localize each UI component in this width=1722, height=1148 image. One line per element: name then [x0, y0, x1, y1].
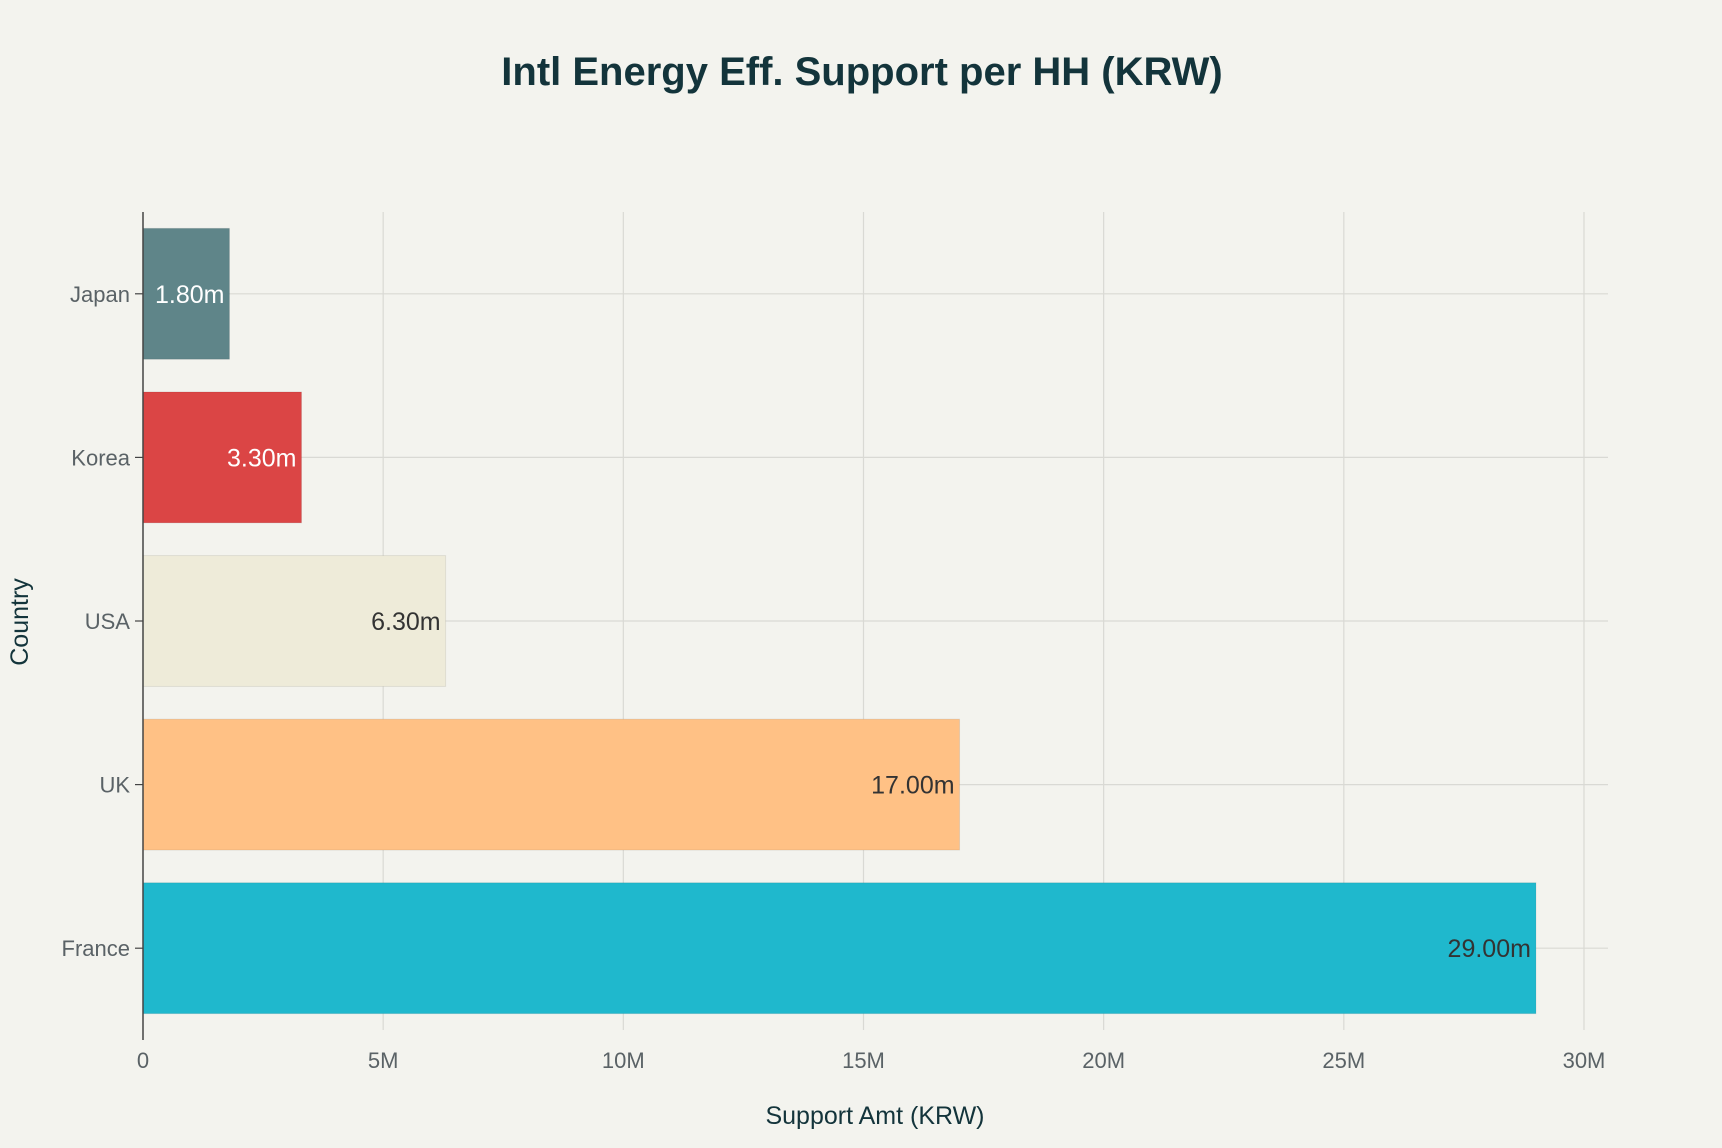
y-tick-label: Korea: [71, 445, 130, 470]
x-tick-label: 5M: [368, 1048, 399, 1073]
y-tick-label: Japan: [70, 282, 130, 307]
data-label-uk: 17.00m: [871, 772, 954, 800]
x-axis-title: Support Amt (KRW): [765, 1102, 984, 1130]
x-tick-label: 25M: [1322, 1048, 1365, 1073]
x-tick-label: 0: [137, 1048, 149, 1073]
y-tick-label: USA: [85, 609, 131, 634]
bar-japan: [142, 227, 230, 360]
data-labels: 1.80m 3.30m 6.30m 17.00m 29.00m: [155, 281, 1531, 963]
x-tick-label: 30M: [1563, 1048, 1606, 1073]
y-tick-label: France: [62, 936, 130, 961]
bar-korea: [142, 391, 303, 524]
data-label-usa: 6.30m: [371, 608, 440, 636]
x-tick-label: 15M: [842, 1048, 885, 1073]
axes: 0 5M 10M 15M 20M 25M 30M Japan Korea USA UK France: [62, 212, 1606, 1073]
bar-uk: [142, 718, 961, 851]
data-label-korea: 3.30m: [227, 444, 296, 472]
x-tick-label: 10M: [602, 1048, 645, 1073]
bars: [142, 227, 1537, 1015]
bar-usa: [142, 555, 447, 687]
data-label-japan: 1.80m: [155, 281, 224, 309]
x-tick-label: 20M: [1082, 1048, 1125, 1073]
y-tick-label: UK: [99, 773, 130, 798]
chart-title: Intl Energy Eff. Support per HH (KRW): [501, 50, 1222, 94]
bar-france: [142, 882, 1537, 1015]
y-axis-title: Country: [6, 578, 34, 666]
data-label-france: 29.00m: [1448, 935, 1531, 963]
